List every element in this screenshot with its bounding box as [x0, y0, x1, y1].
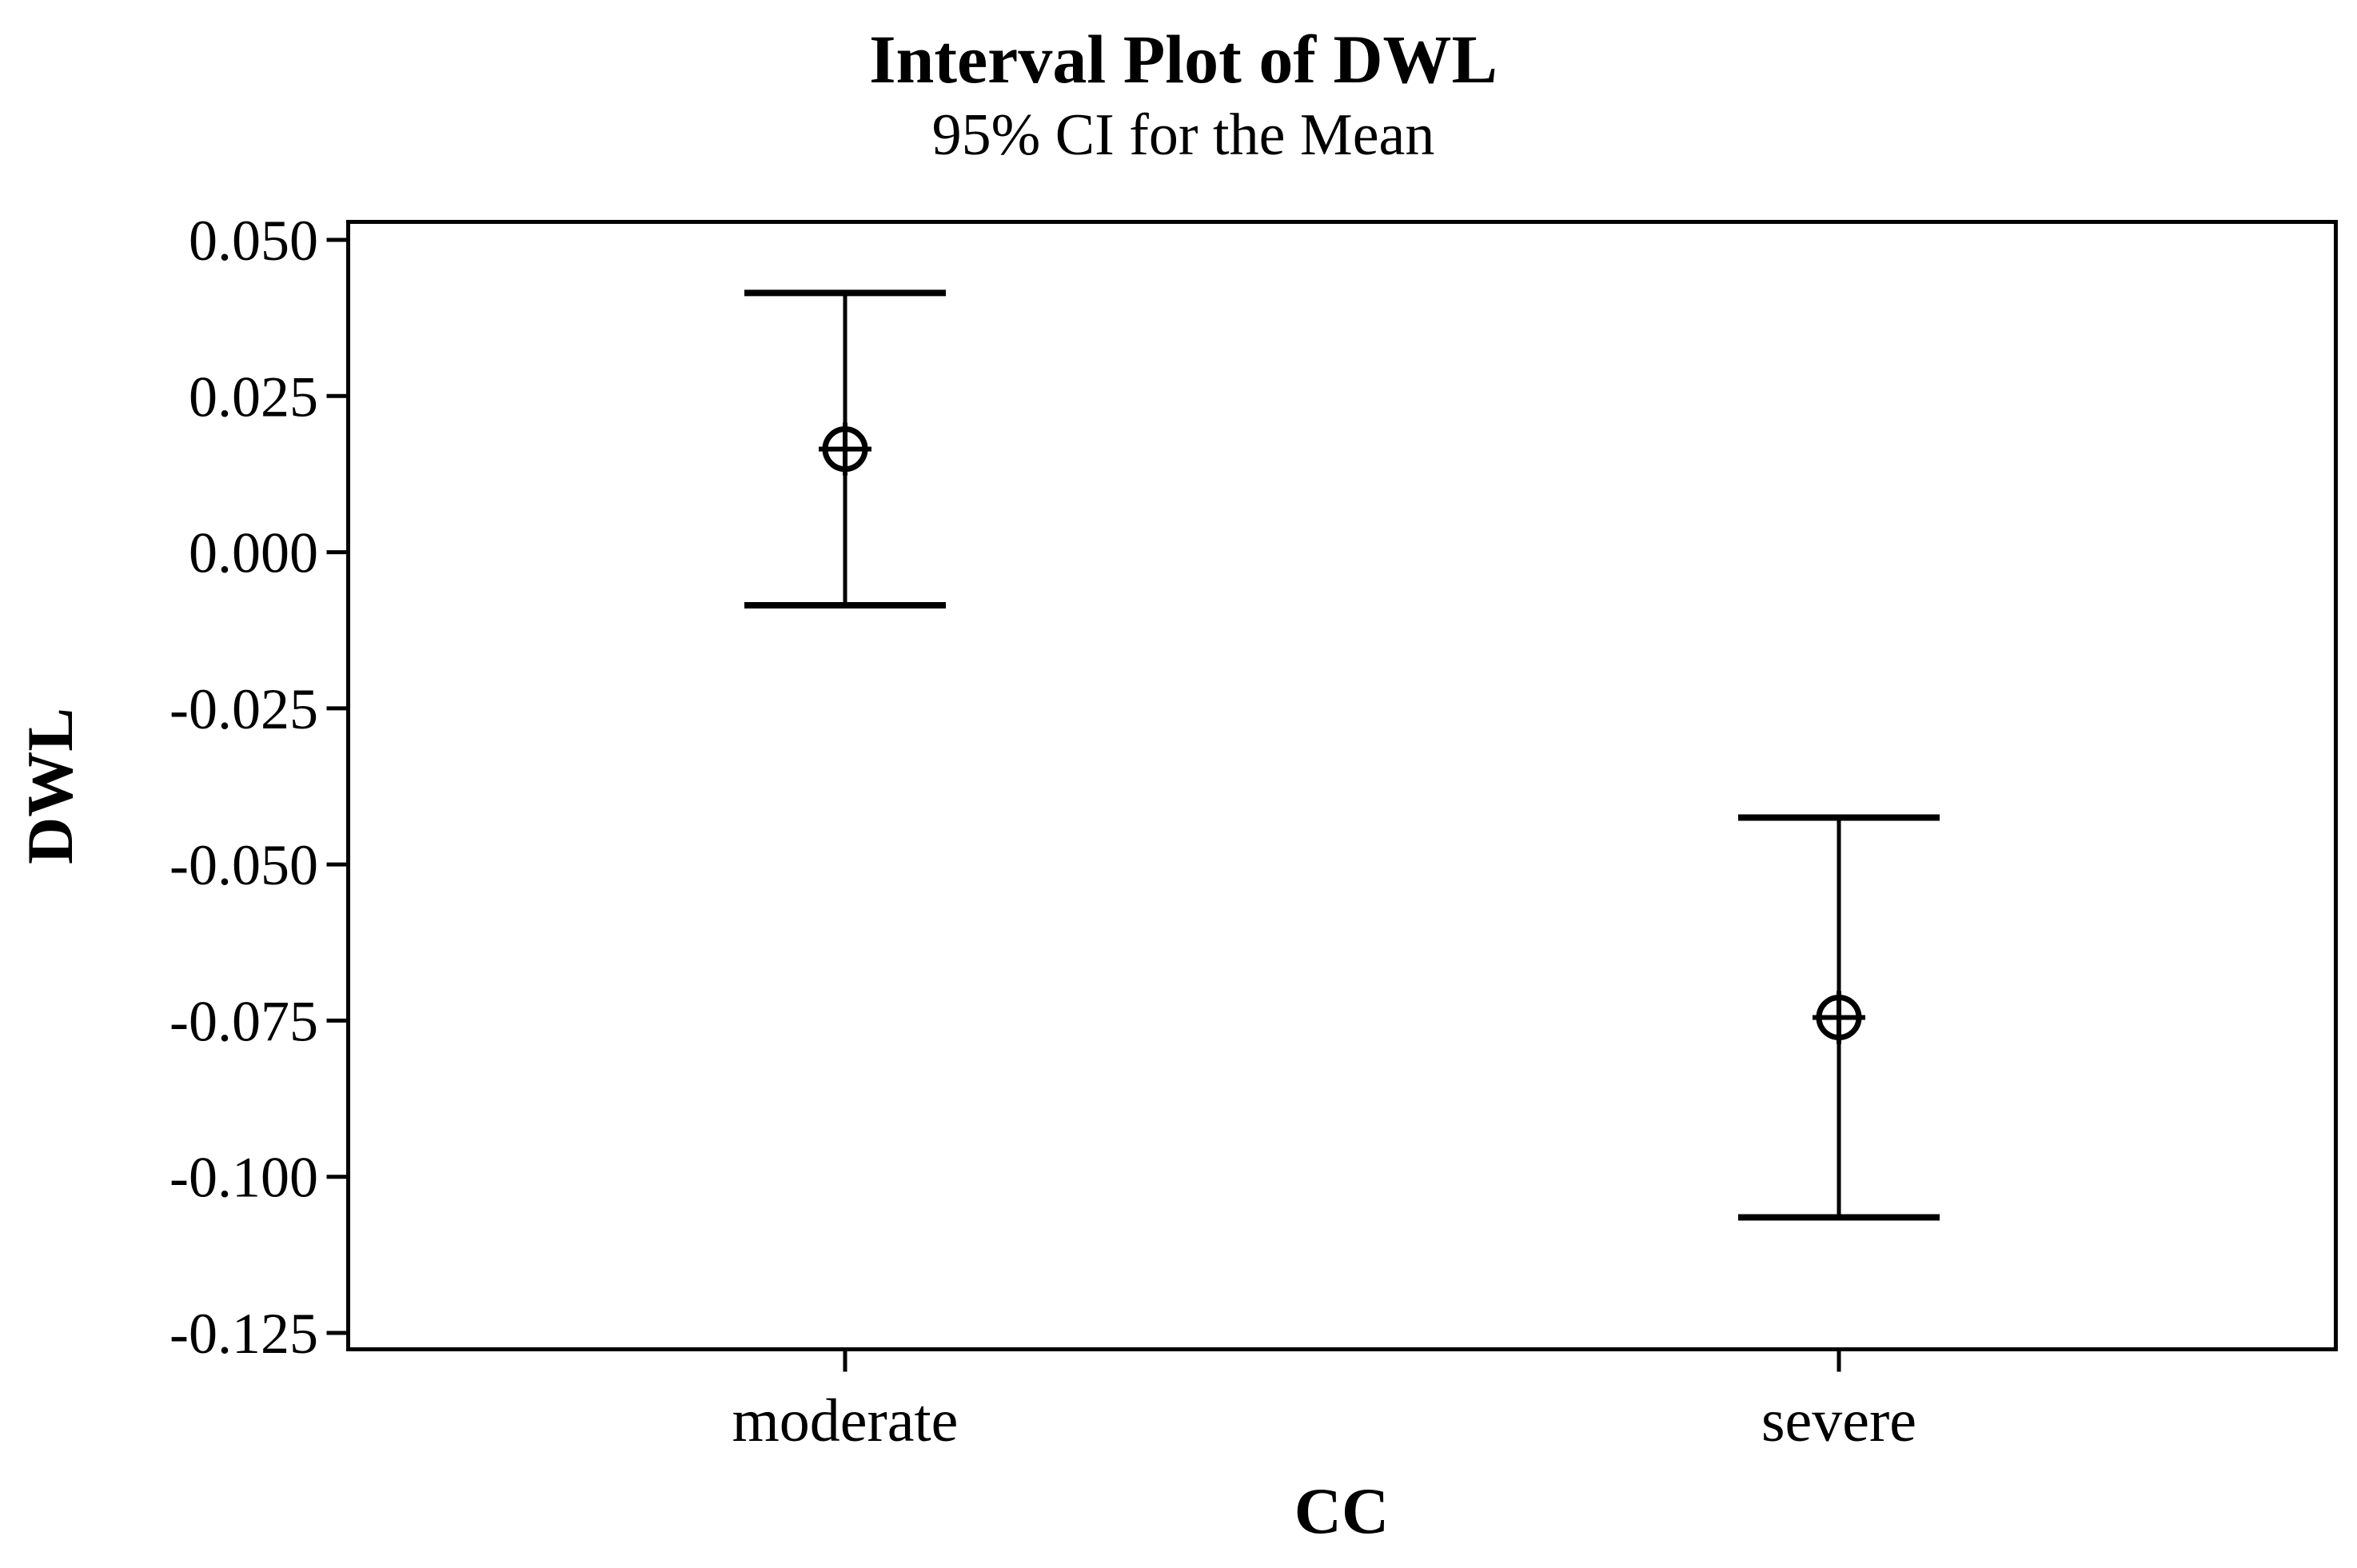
y-tick-label: -0.125 — [169, 1302, 318, 1366]
y-axis-ticks: 0.050 0.025 0.000 -0.025 -0.050 -0.075 -0.100 -… — [169, 209, 349, 1366]
error-bar-group — [1738, 814, 1940, 1221]
x-category-label: moderate — [732, 1387, 959, 1454]
y-tick-label: 0.000 — [189, 521, 318, 585]
y-axis-title: DWL — [14, 708, 86, 864]
x-category-label: severe — [1761, 1387, 1916, 1454]
plot-frame — [346, 220, 2338, 1351]
error-bar-group — [744, 289, 946, 608]
y-tick-label: -0.075 — [169, 989, 318, 1053]
y-tick-label: 0.050 — [189, 209, 318, 273]
interval-series — [744, 289, 1940, 1221]
x-axis-ticks: moderate severe — [732, 1349, 1916, 1454]
y-tick-label: -0.050 — [169, 833, 318, 897]
chart-title: Interval Plot of DWL — [869, 21, 1498, 98]
y-tick-label: -0.025 — [169, 677, 318, 741]
y-tick-label: -0.100 — [169, 1146, 318, 1210]
y-tick-label: 0.025 — [189, 365, 318, 429]
chart-subtitle: 95% CI for the Mean — [932, 102, 1435, 168]
x-axis-title: CC — [1294, 1474, 1389, 1547]
